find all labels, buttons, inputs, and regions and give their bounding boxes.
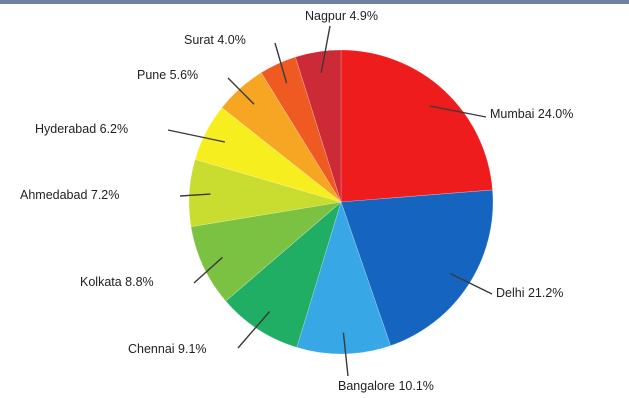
- slice-mumbai: [340, 49, 493, 203]
- slice-label-surat: Surat 4.0%: [184, 33, 246, 47]
- leader-line-nagpur: [320, 25, 331, 73]
- slice-bangalore: [296, 201, 391, 355]
- slice-label-nagpur: Nagpur 4.9%: [305, 9, 378, 23]
- leader-line-surat: [274, 42, 288, 84]
- slice-label-bangalore: Bangalore 10.1%: [338, 379, 434, 393]
- slice-label-delhi: Delhi 21.2%: [496, 286, 563, 300]
- leader-line-delhi: [450, 272, 493, 295]
- slice-label-ahmedabad: Ahmedabad 7.2%: [20, 188, 119, 202]
- leader-line-bangalore: [342, 332, 349, 377]
- leader-line-ahmedabad: [179, 193, 211, 197]
- slice-surat: [260, 56, 342, 203]
- slice-label-kolkata: Kolkata 8.8%: [80, 275, 154, 289]
- leader-line-hyderabad: [167, 129, 226, 143]
- slice-label-hyderabad: Hyderabad 6.2%: [35, 122, 128, 136]
- top-border: [0, 0, 629, 4]
- leader-line-chennai: [237, 311, 271, 349]
- leader-line-pune: [227, 77, 255, 105]
- slice-delhi: [340, 189, 494, 347]
- slice-label-pune: Pune 5.6%: [137, 68, 198, 82]
- slice-label-mumbai: Mumbai 24.0%: [490, 107, 573, 121]
- slice-label-chennai: Chennai 9.1%: [128, 342, 207, 356]
- leader-line-kolkata: [193, 256, 223, 284]
- slice-ahmedabad: [188, 158, 342, 228]
- leader-line-mumbai: [429, 105, 487, 118]
- slice-pune: [221, 72, 342, 203]
- slice-kolkata: [190, 201, 343, 302]
- slice-nagpur: [295, 49, 342, 203]
- slice-hyderabad: [194, 107, 342, 203]
- slice-chennai: [225, 201, 342, 348]
